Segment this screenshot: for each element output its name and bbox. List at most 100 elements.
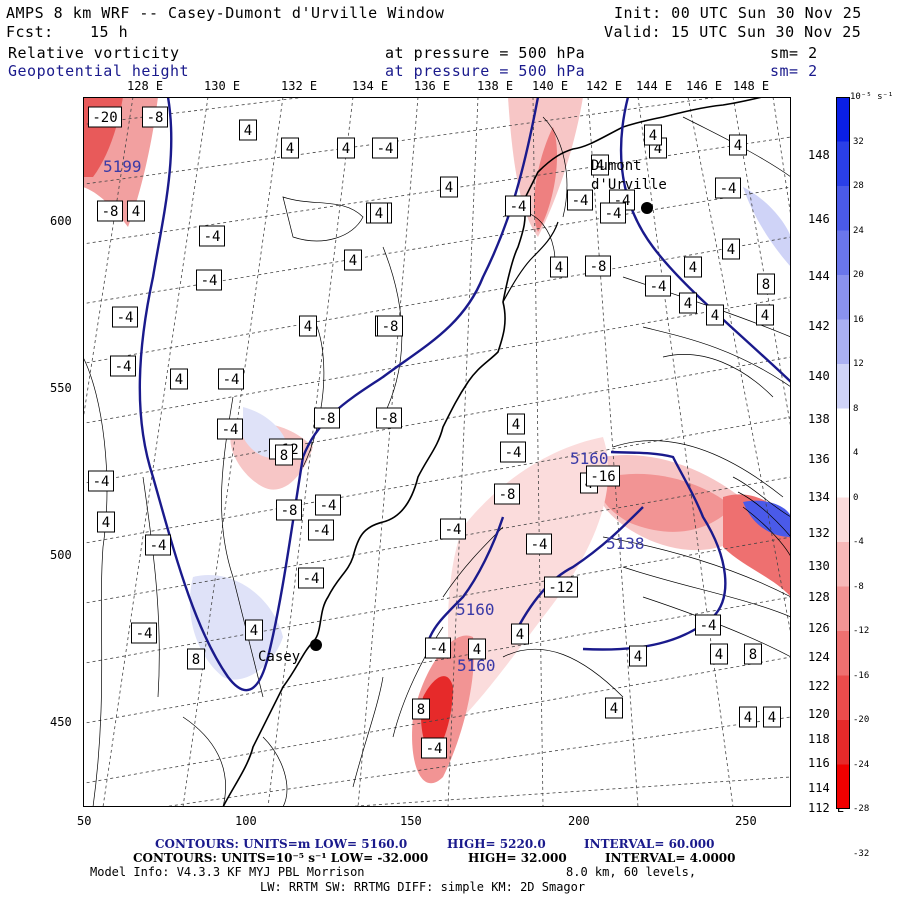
svg-text:4: 4 <box>634 649 642 665</box>
field-1-smooth: sm= 2 <box>770 44 818 62</box>
lon-label-top: 146 E <box>686 79 723 93</box>
x-tick: 150 <box>400 814 422 828</box>
vorticity-label: -4 <box>112 306 138 328</box>
svg-text:4: 4 <box>342 141 350 157</box>
lon-label-right: 144 E <box>808 269 845 283</box>
svg-text:4: 4 <box>512 417 520 433</box>
vorticity-label: 4 <box>468 638 486 660</box>
vorticity-label: -8 <box>376 407 402 429</box>
svg-text:-4: -4 <box>700 618 717 634</box>
svg-text:-8: -8 <box>590 259 607 275</box>
svg-text:-4: -4 <box>150 538 167 554</box>
lon-label-right: 118 E <box>808 732 845 746</box>
vorticity-label: -4 <box>199 225 225 247</box>
vorticity-label: 4 <box>127 200 145 222</box>
colorbar-cell <box>836 230 850 276</box>
x-tick: 250 <box>735 814 757 828</box>
field-1-level: at pressure = 500 hPa <box>385 44 586 62</box>
vorticity-label: 4 <box>281 137 299 159</box>
colorbar-tick: -28 <box>853 804 870 814</box>
svg-text:-4: -4 <box>320 498 337 514</box>
vorticity-label: -4 <box>298 567 324 589</box>
vorticity-label: 4 <box>722 238 740 260</box>
vorticity-shading <box>533 127 558 232</box>
lon-label-top: 144 E <box>636 79 673 93</box>
footer-height-contours: CONTOURS: UNITS=m LOW= 5160.0 <box>155 837 408 851</box>
y-tick: 500 <box>50 548 72 562</box>
lon-label-top: 142 E <box>586 79 623 93</box>
init-time: Init: 00 UTC Sun 30 Nov 25 <box>614 4 862 22</box>
vorticity-label: -4 <box>110 355 136 377</box>
height-label: 5160 <box>457 656 496 675</box>
svg-text:4: 4 <box>689 260 697 276</box>
station-name-dumont: Dumont <box>591 158 642 174</box>
svg-text:4: 4 <box>649 128 657 144</box>
vorticity-label: 4 <box>239 119 257 141</box>
vorticity-label: -4 <box>600 202 626 224</box>
svg-text:-16: -16 <box>590 469 615 485</box>
vorticity-label: 4 <box>97 511 115 533</box>
lon-label-right: 126 E <box>808 621 845 635</box>
vorticity-label: 4 <box>710 643 728 665</box>
vorticity-label: -8 <box>494 483 520 505</box>
vorticity-label: 4 <box>684 256 702 278</box>
colorbar-cell <box>836 408 850 454</box>
lon-label-right: 148 E <box>808 148 845 162</box>
svg-text:4: 4 <box>286 141 294 157</box>
vorticity-label: 8 <box>744 643 762 665</box>
colorbar-unit: 10⁻⁵ s⁻¹ <box>850 92 894 102</box>
lon-label-right: 122 E <box>808 679 845 693</box>
station-marker-casey <box>310 639 322 651</box>
vorticity-label: 4 <box>591 154 609 176</box>
vorticity-label: 4 <box>739 706 757 728</box>
svg-text:8: 8 <box>749 647 757 663</box>
svg-text:-4: -4 <box>223 372 240 388</box>
vorticity-label: 8 <box>275 444 293 466</box>
svg-text:4: 4 <box>132 204 140 220</box>
station-name-dumont-2: d'Urville <box>591 177 667 193</box>
svg-text:4: 4 <box>727 242 735 258</box>
lon-label-top: 138 E <box>477 79 514 93</box>
vorticity-label: -8 <box>377 315 403 337</box>
svg-text:-4: -4 <box>426 741 443 757</box>
colorbar-cell <box>836 275 850 320</box>
vorticity-label: 4 <box>756 304 774 326</box>
colorbar-tick: 8 <box>853 403 859 414</box>
svg-text:-4: -4 <box>201 273 218 289</box>
vorticity-label: 4 <box>170 368 188 390</box>
vorticity-label: -16 <box>586 465 620 487</box>
vorticity-label: 4 <box>440 176 458 198</box>
vorticity-label: 8 <box>187 648 205 670</box>
vorticity-label: 4 <box>245 619 263 641</box>
lon-label-right: 128 E <box>808 590 845 604</box>
lon-label-right: 138 E <box>808 412 845 426</box>
colorbar-cell <box>836 453 850 498</box>
footer-height-interval: INTERVAL= 60.000 <box>584 837 715 851</box>
vorticity-label: 4 <box>605 697 623 719</box>
lon-label-right: 146 E <box>808 212 845 226</box>
footer-vort-contours: CONTOURS: UNITS=10⁻⁵ s⁻¹ LOW= -32.000 <box>133 851 429 865</box>
lon-label-top: 140 E <box>532 79 569 93</box>
vorticity-label: -4 <box>131 622 157 644</box>
vorticity-label: 4 <box>706 304 724 326</box>
footer-vort-interval: INTERVAL= 4.0000 <box>605 851 736 865</box>
height-label: 5138 <box>606 534 645 553</box>
height-labels: 5160 5138 5160 5160 5199 <box>103 157 645 675</box>
footer-model-info: Model Info: V4.3.3 KF MYJ PBL Morrison <box>90 865 365 879</box>
vorticity-label: -4 <box>425 637 451 659</box>
colorbar-tick: -24 <box>853 759 870 770</box>
colorbar-tick: -20 <box>853 715 870 725</box>
vorticity-label: -4 <box>645 275 671 297</box>
svg-text:-4: -4 <box>117 310 134 326</box>
vorticity-label: -4 <box>695 614 721 636</box>
svg-text:4: 4 <box>349 253 357 269</box>
footer-height-high: HIGH= 5220.0 <box>447 837 546 851</box>
svg-text:-4: -4 <box>303 571 320 587</box>
svg-text:4: 4 <box>744 710 752 726</box>
svg-text:4: 4 <box>761 308 769 324</box>
svg-text:4: 4 <box>654 141 662 157</box>
colorbar-tick: 28 <box>853 181 864 191</box>
svg-text:4: 4 <box>244 123 252 139</box>
lon-label-right: 136 E <box>808 452 845 466</box>
x-tick: 50 <box>77 814 92 828</box>
